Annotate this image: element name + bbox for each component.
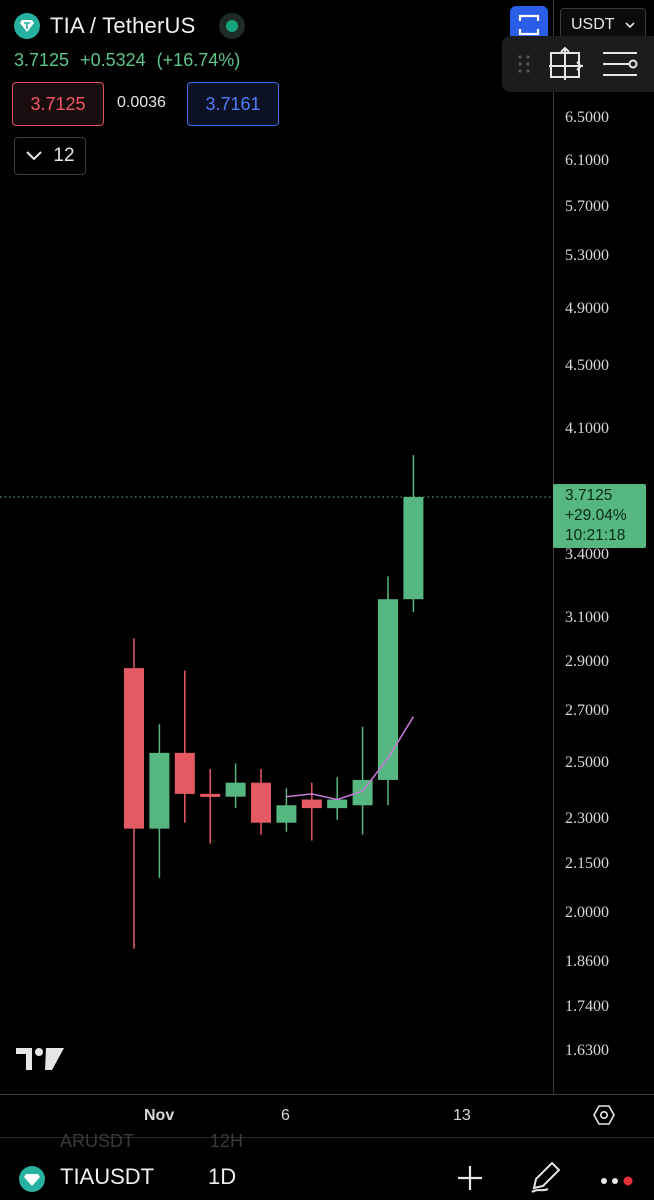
price-summary: 3.7125 +0.5324 (+16.74%) [14, 50, 246, 71]
floating-toolbar[interactable] [502, 36, 654, 92]
pen-icon [531, 1161, 561, 1193]
price-label: 2.1500 [565, 855, 609, 873]
price-label: 1.6300 [565, 1041, 609, 1059]
price-label: 2.5000 [565, 753, 609, 771]
price-label: 1.7400 [565, 997, 609, 1015]
last-price: 3.7125 [14, 50, 70, 70]
spread-value: 0.0036 [117, 94, 166, 111]
previous-interval-ghost: 12H [210, 1131, 244, 1151]
bottom-symbol-button[interactable]: TIAUSDT [60, 1164, 155, 1189]
drag-handle-icon[interactable] [517, 53, 531, 75]
price-label: 4.9000 [565, 299, 609, 317]
price-label: 2.7000 [565, 701, 609, 719]
symbol-header[interactable]: TIA / TetherUS [14, 12, 246, 40]
symbol-title: TIA / TetherUS [50, 13, 196, 38]
current-price-percent: +29.04% [565, 507, 627, 524]
price-label: 2.9000 [565, 653, 609, 671]
price-label: 5.7000 [565, 197, 609, 215]
indicator-count: 12 [53, 145, 75, 166]
previous-symbol-ghost: ARUSDT [60, 1131, 135, 1151]
candles-group [124, 455, 424, 949]
symbol-logo-icon [18, 1165, 46, 1198]
chevron-down-icon [625, 21, 635, 28]
time-label-13: 13 [453, 1107, 471, 1124]
tradingview-logo-icon[interactable] [16, 1046, 66, 1077]
current-price-value: 3.7125 [565, 487, 613, 504]
price-label: 2.3000 [565, 809, 609, 827]
market-status-icon[interactable] [219, 13, 246, 39]
candle-body [276, 805, 297, 823]
price-change-percent: (+16.74%) [156, 50, 241, 70]
price-label: 5.3000 [565, 246, 609, 264]
price-label: 4.5000 [565, 357, 609, 375]
current-price-badge: 3.7125 +29.04% 10:21:18 [553, 484, 646, 548]
currency-value: USDT [571, 16, 615, 33]
add-button[interactable] [456, 1164, 484, 1197]
more-dots-icon [601, 1176, 633, 1186]
measure-crosshair-icon[interactable] [548, 46, 584, 82]
time-label-nov: Nov [144, 1107, 175, 1124]
chevron-down-icon [26, 151, 43, 161]
candle-body [327, 799, 348, 809]
price-change: +0.5324 [80, 50, 146, 70]
chart-settings-button[interactable] [593, 1104, 615, 1126]
candle-body [225, 782, 246, 797]
price-label: 6.5000 [565, 109, 609, 127]
more-button[interactable] [600, 1174, 634, 1192]
price-label: 3.1000 [565, 608, 609, 626]
interval-button[interactable]: 1D [208, 1164, 237, 1189]
candle-body [124, 668, 144, 829]
price-label: 1.8600 [565, 952, 609, 970]
indicators-collapse-button[interactable]: 12 [14, 137, 86, 175]
candle-body [200, 793, 221, 797]
candle-body [149, 752, 170, 829]
candle-body [378, 599, 398, 780]
price-label: 3.4000 [565, 546, 609, 564]
tia-logo-icon [14, 13, 40, 39]
frame-icon [518, 14, 540, 36]
candle-countdown: 10:21:18 [565, 527, 626, 544]
settings-lines-icon[interactable] [601, 47, 639, 81]
sell-price-button[interactable]: 3.7125 [12, 82, 104, 126]
candle-body [352, 779, 373, 806]
candle-body [301, 799, 322, 809]
candle-body [403, 496, 424, 600]
plus-icon [458, 1166, 482, 1190]
hexagon-settings-icon [593, 1105, 615, 1125]
price-label: 6.1000 [565, 152, 609, 170]
candle-body [174, 752, 195, 794]
price-label: 4.1000 [565, 420, 609, 437]
price-label: 2.0000 [565, 904, 609, 921]
candle-body [251, 782, 271, 823]
draw-button[interactable] [530, 1160, 562, 1199]
time-label-6: 6 [281, 1107, 290, 1124]
buy-price-button[interactable]: 3.7161 [187, 82, 279, 126]
moving-average-line [286, 716, 415, 801]
